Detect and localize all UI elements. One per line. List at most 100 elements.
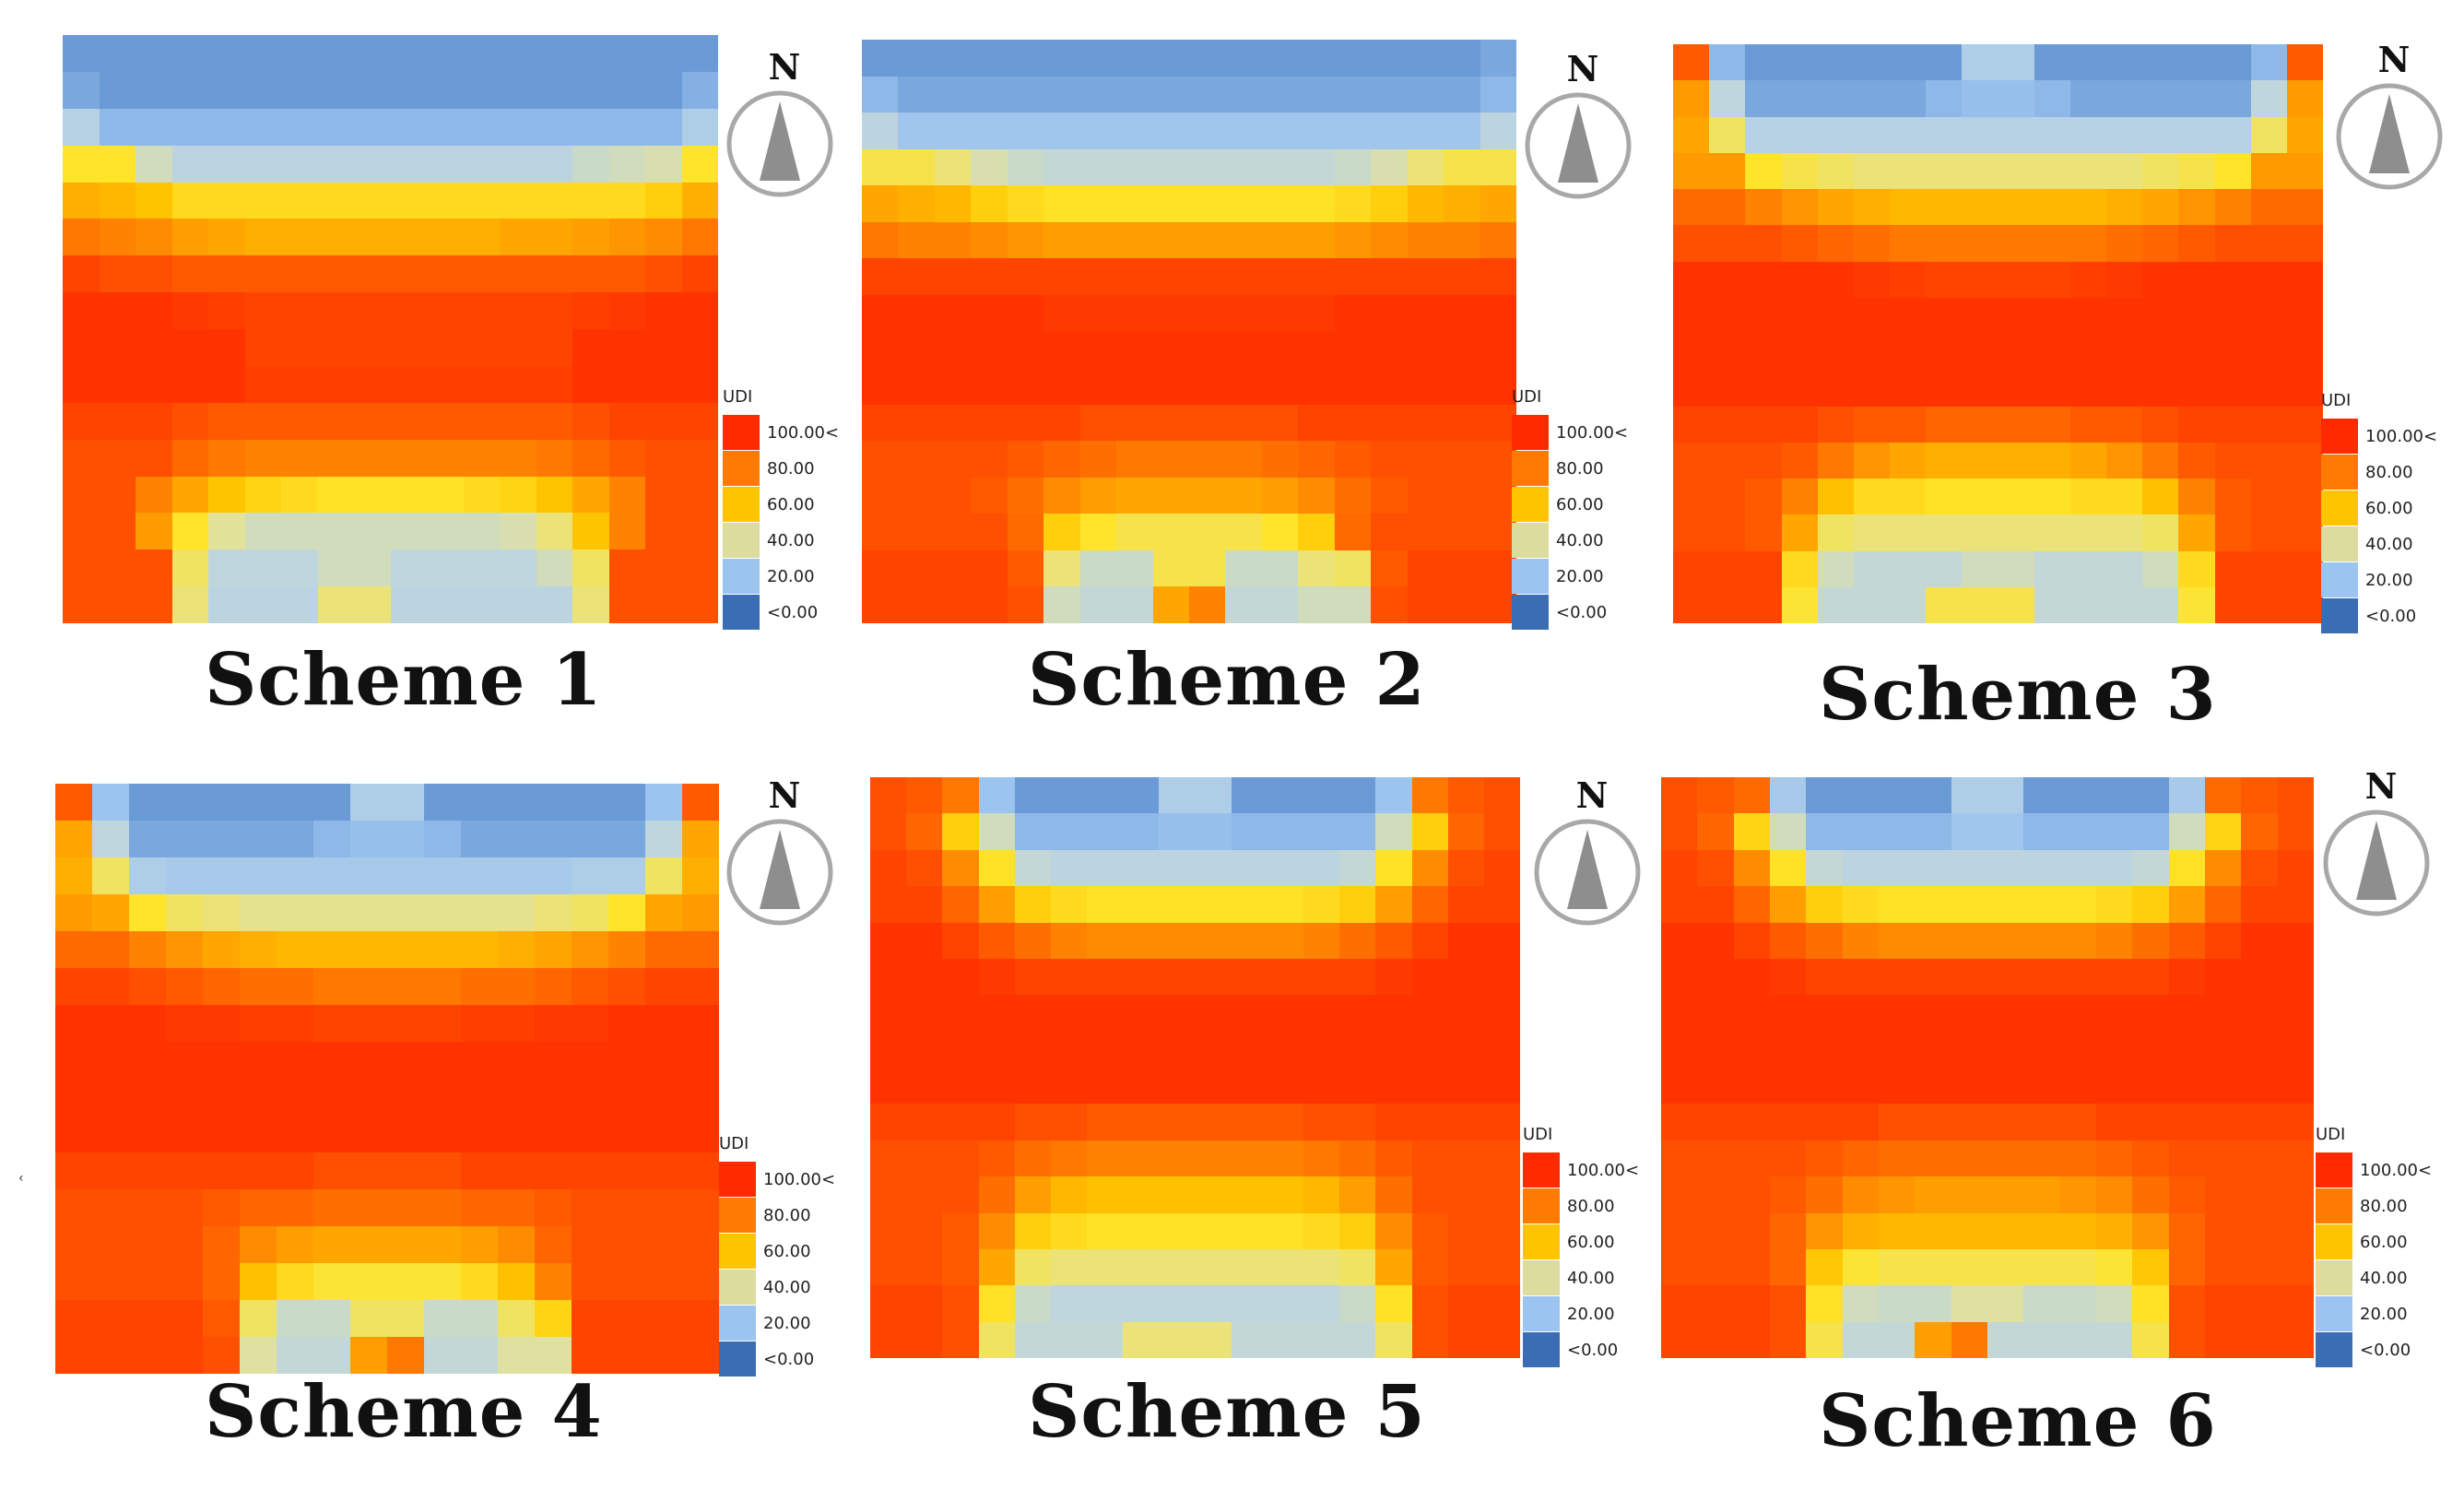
heatmap-cell — [1267, 995, 1304, 1033]
heatmap-cell — [572, 182, 609, 220]
heatmap-cell — [92, 821, 130, 858]
heatmap-cell — [1745, 442, 1783, 479]
heatmap-cell — [1915, 1212, 1952, 1250]
heatmap-cell — [898, 404, 936, 443]
heatmap-cell — [1334, 294, 1372, 333]
heatmap-cell — [1962, 370, 1999, 408]
heatmap-cell — [240, 1337, 277, 1374]
heatmap-cell — [317, 439, 355, 478]
heatmap-cell — [350, 894, 388, 932]
heatmap-cell — [1225, 404, 1263, 443]
heatmap-cell — [1014, 1321, 1052, 1358]
heatmap-cell — [500, 329, 536, 367]
heatmap-cell — [1371, 76, 1409, 114]
heatmap-cell — [906, 1140, 944, 1177]
legend-swatch — [719, 1306, 756, 1341]
heatmap-cell — [63, 439, 100, 478]
heatmap-cell — [1231, 922, 1268, 960]
heatmap-cell — [1007, 404, 1044, 443]
heatmap-cell — [1334, 514, 1372, 552]
heatmap-cell — [63, 476, 100, 514]
heatmap-cell — [2178, 189, 2216, 226]
heatmap-cell — [1853, 189, 1891, 226]
heatmap-cell — [572, 968, 609, 1006]
heatmap-cell — [978, 1176, 1016, 1214]
heatmap-cell — [572, 1263, 609, 1301]
heatmap-cell — [313, 1152, 351, 1190]
heatmap-cell — [1079, 514, 1117, 552]
heatmap-cell — [1987, 849, 2024, 887]
heatmap-cell — [1159, 958, 1197, 996]
heatmap-cell — [681, 513, 718, 551]
heatmap-cell — [1962, 550, 1999, 588]
heatmap-cell — [1371, 40, 1409, 77]
heatmap-cell — [971, 112, 1008, 151]
legend-label: 80.00 — [1567, 1197, 1615, 1216]
heatmap-cell — [1806, 849, 1844, 887]
heatmap-cell — [2106, 152, 2143, 190]
heatmap-cell — [2142, 225, 2180, 263]
heatmap-cell — [1014, 1248, 1052, 1286]
heatmap-cell — [978, 1031, 1016, 1069]
heatmap-cell — [1303, 1212, 1340, 1250]
heatmap-cell — [2023, 1321, 2061, 1358]
heatmap-cell — [1915, 958, 1952, 996]
heatmap-cell — [2277, 1068, 2314, 1105]
heatmap-cell — [463, 182, 501, 220]
heatmap-cell — [2069, 586, 2107, 623]
heatmap-cell — [2034, 550, 2071, 588]
legend-swatch — [1523, 1332, 1560, 1367]
heatmap-cell — [1781, 189, 1819, 226]
heatmap-cell — [1152, 368, 1190, 407]
heatmap-cell — [1411, 1176, 1449, 1214]
heatmap-cell — [99, 71, 136, 110]
heatmap-cell — [2241, 995, 2279, 1033]
legend-item: 60.00 — [2321, 490, 2459, 526]
legend-item: 100.00< — [719, 1162, 857, 1197]
heatmap-cell — [2178, 261, 2216, 299]
legend-item: 60.00 — [723, 487, 861, 522]
heatmap-cell — [1079, 586, 1117, 623]
heatmap-cell — [978, 1321, 1016, 1358]
heatmap-cell — [387, 857, 425, 895]
heatmap-cell — [1890, 479, 1927, 515]
heatmap-cell — [136, 108, 172, 147]
heatmap-cell — [2277, 995, 2314, 1033]
heatmap-cell — [1915, 1285, 1952, 1323]
heatmap-cell — [1407, 40, 1444, 77]
heatmap-cell — [2142, 261, 2180, 299]
heatmap-cell — [2168, 1104, 2206, 1141]
heatmap-cell — [1661, 777, 1698, 814]
heatmap-cell — [55, 968, 93, 1006]
heatmap-cell — [1697, 886, 1735, 924]
heatmap-cell — [1998, 370, 2035, 408]
heatmap-cell — [978, 777, 1016, 814]
heatmap-cell — [1483, 995, 1520, 1033]
heatmap-cell — [1189, 550, 1226, 588]
heatmap-cell — [1007, 258, 1044, 297]
heatmap-cell — [2214, 514, 2252, 552]
heatmap-cell — [1189, 586, 1226, 623]
heatmap-cell — [281, 550, 318, 588]
heatmap-cell — [63, 108, 100, 147]
heatmap-cell — [1043, 112, 1081, 151]
heatmap-cell — [387, 1263, 425, 1301]
heatmap-cell — [390, 402, 428, 441]
heatmap-cell — [1116, 294, 1154, 333]
north-label: N — [1575, 774, 1609, 816]
legend-label: 40.00 — [1556, 531, 1604, 550]
heatmap-cell — [645, 586, 682, 623]
heatmap-cell — [203, 894, 241, 932]
heatmap-cell — [862, 441, 899, 479]
legend-label: <0.00 — [2360, 1341, 2411, 1360]
heatmap-cell — [424, 1079, 462, 1117]
heatmap-cell — [971, 586, 1008, 623]
heatmap-cell — [500, 255, 536, 294]
heatmap-cell — [608, 1042, 646, 1080]
heatmap-cell — [1890, 261, 1927, 299]
heatmap-cell — [2205, 813, 2242, 851]
heatmap-cell — [424, 1042, 462, 1080]
heatmap-cell — [2023, 849, 2061, 887]
heatmap-cell — [500, 145, 536, 183]
heatmap-cell — [1298, 76, 1336, 114]
